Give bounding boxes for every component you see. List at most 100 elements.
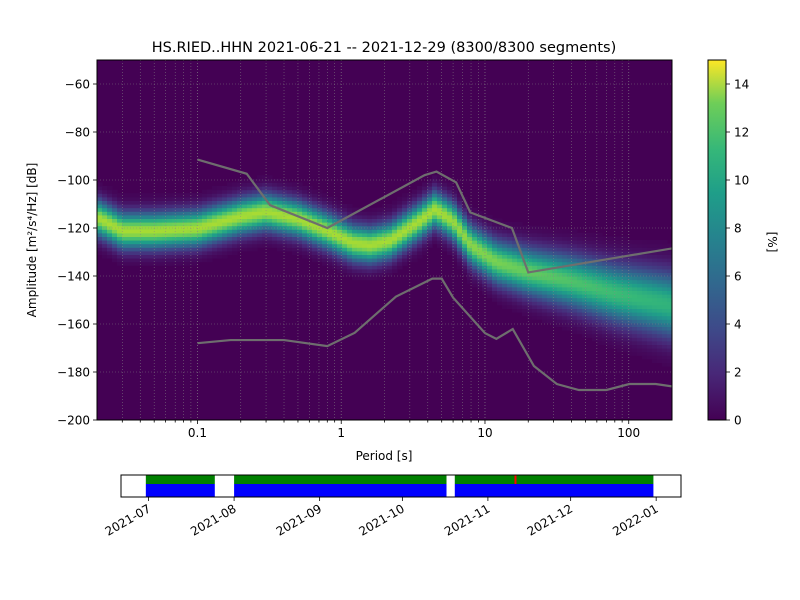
heatmap-cell xyxy=(667,362,672,367)
heatmap-cell xyxy=(647,240,653,245)
heatmap-cell xyxy=(312,225,318,230)
heatmap-cell xyxy=(607,279,613,284)
heatmap-cell xyxy=(322,204,328,209)
heatmap-cell xyxy=(337,247,343,252)
heatmap-cell xyxy=(332,261,338,266)
heatmap-cell xyxy=(367,272,373,277)
heatmap-cell xyxy=(137,193,143,198)
heatmap-cell xyxy=(432,240,438,245)
heatmap-cell xyxy=(107,186,113,191)
heatmap-cell xyxy=(192,250,198,255)
heatmap-cell xyxy=(287,182,293,187)
heatmap-cell xyxy=(232,243,238,248)
heatmap-cell xyxy=(257,229,263,234)
heatmap-cell xyxy=(587,268,593,273)
heatmap-cell xyxy=(382,218,388,223)
heatmap-cell xyxy=(592,283,598,288)
heatmap-cell xyxy=(152,204,158,209)
heatmap-cell xyxy=(517,222,523,227)
heatmap-cell xyxy=(142,261,148,266)
heatmap-cell xyxy=(657,304,663,309)
heatmap-cell xyxy=(172,196,178,201)
heatmap-cell xyxy=(492,272,498,277)
heatmap-cell xyxy=(572,315,578,320)
heatmap-cell xyxy=(512,258,518,263)
heatmap-cell xyxy=(462,214,468,219)
heatmap-cell xyxy=(307,243,313,248)
heatmap-cell xyxy=(447,222,453,227)
heatmap-cell xyxy=(342,214,348,219)
heatmap-cell xyxy=(107,236,113,241)
heatmap-cell xyxy=(617,243,623,248)
heatmap-cell xyxy=(532,232,538,237)
heatmap-cell xyxy=(662,240,668,245)
heatmap-cell xyxy=(357,232,363,237)
heatmap-cell xyxy=(397,196,403,201)
heatmap-cell xyxy=(542,254,548,259)
heatmap-cell xyxy=(602,304,608,309)
heatmap-cell xyxy=(452,200,458,205)
heatmap-cell xyxy=(652,340,658,345)
heatmap-cell xyxy=(572,294,578,299)
heatmap-cell xyxy=(622,279,628,284)
heatmap-cell xyxy=(517,272,523,277)
heatmap-cell xyxy=(97,211,103,216)
heatmap-cell xyxy=(492,283,498,288)
heatmap-cell xyxy=(547,276,553,281)
heatmap-cell xyxy=(287,236,293,241)
heatmap-cell xyxy=(657,315,663,320)
heatmap-cell xyxy=(437,182,443,187)
heatmap-cell xyxy=(322,247,328,252)
heatmap-cell xyxy=(632,301,638,306)
heatmap-cell xyxy=(657,240,663,245)
heatmap-cell xyxy=(167,218,173,223)
heatmap-cell xyxy=(257,211,263,216)
heatmap-cell xyxy=(397,236,403,241)
heatmap-cell xyxy=(362,261,368,266)
heatmap-cell xyxy=(97,189,103,194)
heatmap-cell xyxy=(147,258,153,263)
heatmap-cell xyxy=(597,340,603,345)
heatmap-cell xyxy=(507,240,513,245)
heatmap-cell xyxy=(292,200,298,205)
heatmap-cell xyxy=(667,283,672,288)
heatmap-cell xyxy=(162,214,168,219)
heatmap-cell xyxy=(557,268,563,273)
timeline-frame xyxy=(120,474,682,498)
heatmap-cell xyxy=(527,232,533,237)
heatmap-cell xyxy=(327,196,333,201)
heatmap-cell xyxy=(467,204,473,209)
heatmap-cell xyxy=(207,250,213,255)
heatmap-cell xyxy=(427,243,433,248)
heatmap-cell xyxy=(212,189,218,194)
heatmap-cell xyxy=(502,254,508,259)
heatmap-cell xyxy=(207,200,213,205)
heatmap-cell xyxy=(102,193,108,198)
heatmap-cell xyxy=(357,229,363,234)
heatmap-cell xyxy=(247,243,253,248)
x-tick-label: 100 xyxy=(617,426,640,440)
heatmap-cell xyxy=(572,322,578,327)
heatmap-cell xyxy=(112,240,118,245)
heatmap-cell xyxy=(562,297,568,302)
heatmap-cell xyxy=(372,236,378,241)
heatmap-cell xyxy=(202,250,208,255)
heatmap-cell xyxy=(132,196,138,201)
heatmap-cell xyxy=(567,301,573,306)
heatmap-cell xyxy=(532,290,538,295)
heatmap-cell xyxy=(517,268,523,273)
heatmap-cell xyxy=(342,222,348,227)
heatmap-cell xyxy=(342,247,348,252)
heatmap-cell xyxy=(512,268,518,273)
heatmap-cell xyxy=(217,229,223,234)
heatmap-cell xyxy=(582,236,588,241)
heatmap-cell xyxy=(127,243,133,248)
heatmap-cell xyxy=(292,236,298,241)
heatmap-cell xyxy=(192,193,198,198)
heatmap-cell xyxy=(327,240,333,245)
heatmap-cell xyxy=(487,286,493,291)
heatmap-cell xyxy=(292,182,298,187)
heatmap-cell xyxy=(622,304,628,309)
heatmap-cell xyxy=(552,283,558,288)
heatmap-cell xyxy=(522,243,528,248)
